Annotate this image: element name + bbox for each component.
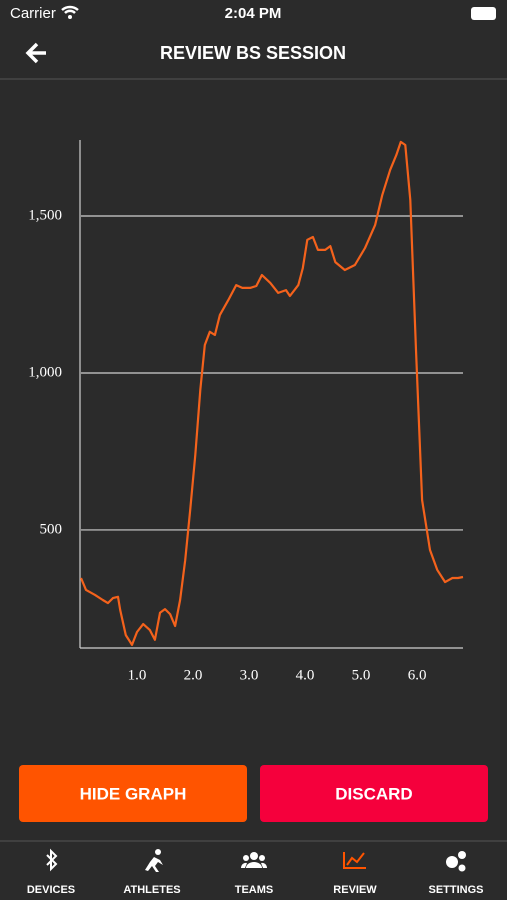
- clock: 2:04 PM: [225, 5, 282, 22]
- back-button[interactable]: [25, 42, 46, 64]
- x-tick-label: 4.0: [296, 667, 315, 683]
- tab-label[interactable]: DEVICES: [27, 884, 75, 896]
- tab-label[interactable]: REVIEW: [333, 884, 377, 896]
- x-tick-label: 6.0: [408, 667, 427, 683]
- hide-graph-button[interactable]: [19, 765, 247, 822]
- settings-icon: [446, 851, 466, 872]
- team-icon: [240, 852, 268, 868]
- carrier: Carrier: [10, 5, 56, 22]
- discard-button[interactable]: [260, 765, 488, 822]
- tab-label[interactable]: SETTINGS: [428, 884, 483, 896]
- runner-icon: [145, 849, 163, 872]
- x-tick-label: 3.0: [240, 667, 259, 683]
- tab-label[interactable]: ATHLETES: [123, 884, 180, 896]
- bluetooth-icon: [46, 848, 58, 872]
- x-tick-label: 2.0: [184, 667, 203, 683]
- y-tick-label: 500: [40, 521, 63, 537]
- tab-label[interactable]: TEAMS: [235, 884, 274, 896]
- wifi-dot: [68, 15, 72, 19]
- battery: [471, 7, 496, 20]
- y-tick-label: 1,000: [28, 364, 62, 380]
- data-line: [79, 140, 464, 646]
- x-tick-label: 5.0: [352, 667, 371, 683]
- y-tick-label: 1,500: [28, 207, 62, 223]
- screen-title: REVIEW BS SESSION: [160, 43, 346, 63]
- x-tick-label: 1.0: [128, 667, 147, 683]
- chart: 500 1,000 1,500 1.0 2.0 3.0 4.0 5.0 6.0: [28, 140, 464, 683]
- button-label: HIDE GRAPH: [80, 784, 187, 803]
- tab-bar: DEVICES ATHLETES TEAMS REVIEW SETTINGS: [27, 884, 484, 896]
- review-icon: [343, 852, 366, 869]
- button-label: DISCARD: [335, 784, 412, 803]
- wifi-icon: [61, 5, 79, 14]
